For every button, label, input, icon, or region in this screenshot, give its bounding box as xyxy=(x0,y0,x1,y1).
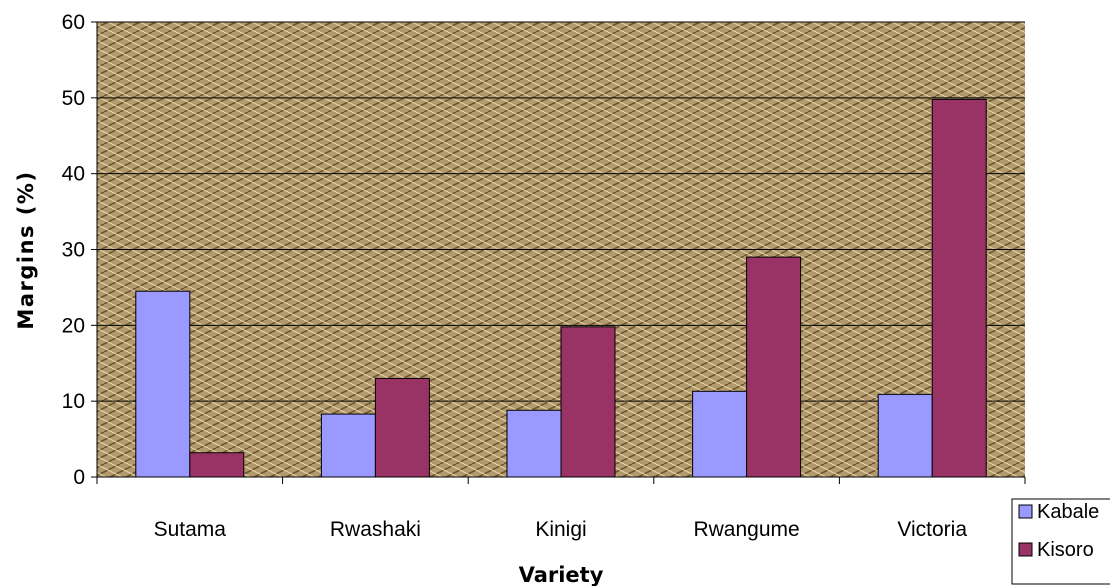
y-tick-label: 60 xyxy=(62,11,85,34)
gridlines xyxy=(97,21,1025,402)
x-axis-ticks: Sutama Rwashaki Kinigi Rwangume Victoria xyxy=(96,477,1026,541)
bar-kabale-victoria xyxy=(877,393,933,478)
bar-kisoro-rwangume xyxy=(746,256,802,478)
y-axis-ticks: 0 10 20 30 40 50 60 xyxy=(62,11,97,489)
x-tick-label-sutama: Sutama xyxy=(154,518,227,541)
y-tick-label: 50 xyxy=(62,87,85,110)
y-tick-label: 40 xyxy=(62,163,85,186)
legend-label-kabale: Kabale xyxy=(1037,501,1099,523)
bar-kabale-rwashaki xyxy=(320,413,376,478)
bar-kisoro-rwashaki xyxy=(374,377,430,478)
bar-kisoro-kinigi xyxy=(560,326,616,478)
legend-frame xyxy=(1011,498,1110,585)
y-tick-label: 10 xyxy=(62,390,85,413)
y-tick-label: 0 xyxy=(73,466,85,489)
y-axis-label: Margins (%) xyxy=(14,170,38,329)
bar-kisoro-sutama xyxy=(189,452,245,478)
legend-swatch-kisoro xyxy=(1018,542,1033,557)
x-tick-label-kinigi: Kinigi xyxy=(535,518,586,541)
x-tick-label-rwashaki: Rwashaki xyxy=(330,518,421,541)
bar-kabale-rwangume xyxy=(692,390,748,478)
x-tick-label-victoria: Victoria xyxy=(897,518,967,541)
bars xyxy=(135,98,987,478)
y-tick-label: 30 xyxy=(62,239,85,262)
bar-kisoro-victoria xyxy=(931,98,987,478)
legend-swatch-kabale xyxy=(1018,504,1033,519)
x-axis-label: Variety xyxy=(519,563,604,586)
legend: Kabale Kisoro xyxy=(1011,498,1110,585)
bar-kabale-sutama xyxy=(135,290,191,478)
x-tick-label-rwangume: Rwangume xyxy=(693,518,799,541)
legend-label-kisoro: Kisoro xyxy=(1037,539,1094,561)
bar-kabale-kinigi xyxy=(506,409,562,478)
y-tick-label: 20 xyxy=(62,314,85,337)
